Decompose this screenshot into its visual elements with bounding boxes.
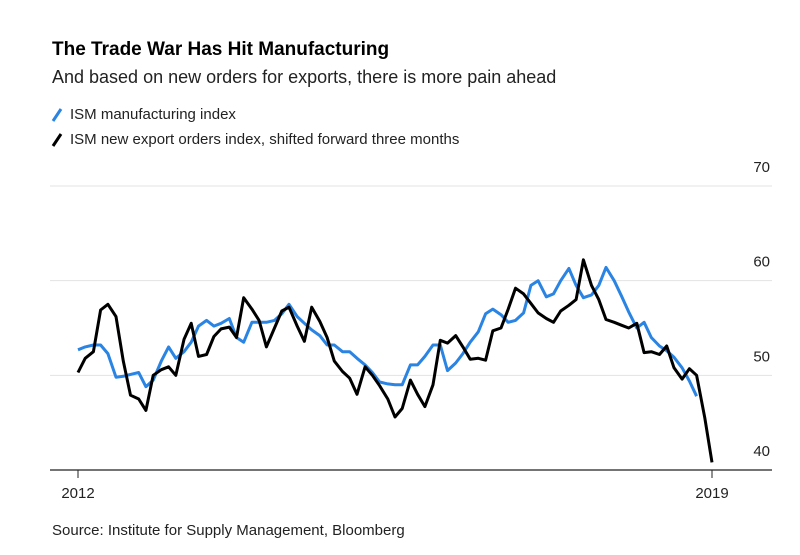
chart-subtitle: And based on new orders for exports, the… [52,67,556,87]
chart-title: The Trade War Has Hit Manufacturing [52,39,389,60]
y-tick-label: 40 [753,443,770,460]
series-line [77,265,698,397]
y-tick-label: 50 [753,348,770,365]
x-tick-label: 2019 [695,485,728,502]
y-tick-label: 60 [753,254,770,271]
series-line [76,258,714,463]
legend-swatch [51,133,63,147]
legend-swatch [51,108,63,122]
x-tick-label: 2012 [61,485,94,502]
y-tick-label: 70 [753,159,770,176]
legend-label: ISM new export orders index, shifted for… [70,131,459,148]
legend-label: ISM manufacturing index [70,106,236,123]
source-note: Source: Institute for Supply Management,… [52,522,405,539]
